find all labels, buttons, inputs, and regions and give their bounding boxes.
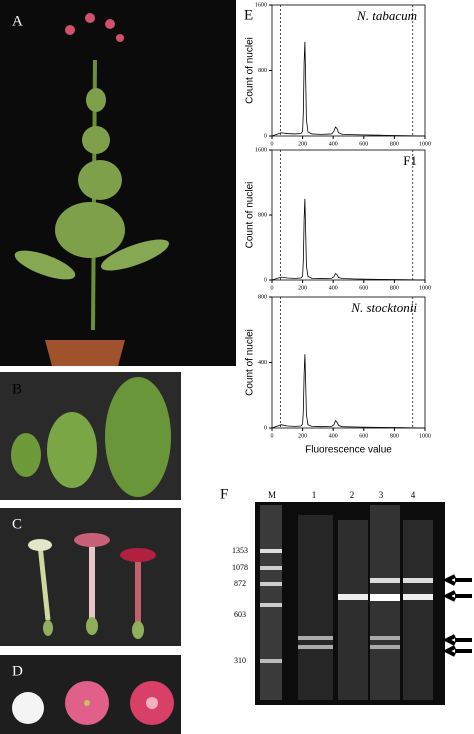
plot-frame xyxy=(271,149,426,281)
x-tick-label: 200 xyxy=(298,433,307,439)
x-tick-label: 0 xyxy=(271,141,274,147)
chart-title: N. tabacum xyxy=(356,8,417,23)
y-tick-label: 0 xyxy=(264,425,267,431)
x-tick-label: 0 xyxy=(271,285,274,291)
x-tick-label: 1000 xyxy=(419,433,431,439)
chart-title: F1 xyxy=(403,153,417,168)
x-tick-label: 800 xyxy=(390,285,399,291)
x-tick-label: 800 xyxy=(390,141,399,147)
y-tick-label: 800 xyxy=(258,212,267,218)
x-tick-label: 800 xyxy=(390,433,399,439)
y-tick-label: 0 xyxy=(264,133,267,139)
x-tick-label: 200 xyxy=(298,141,307,147)
leaves-photo xyxy=(0,372,181,500)
panel-label: E xyxy=(244,7,253,23)
y-tick-label: 1600 xyxy=(255,2,267,8)
panel-label: B xyxy=(12,381,22,397)
panel-label: A xyxy=(12,13,23,29)
panel-label: D xyxy=(12,663,23,679)
x-tick-label: 400 xyxy=(329,433,338,439)
y-tick-label: 0 xyxy=(264,277,267,283)
flowers-front-photo xyxy=(0,655,181,734)
lane-label: 2 xyxy=(350,490,355,500)
histogram-line xyxy=(271,41,426,137)
x-tick-label: 400 xyxy=(329,141,338,147)
plant-photo xyxy=(0,0,236,366)
x-tick-label: 200 xyxy=(298,285,307,291)
size-label: 872 xyxy=(234,579,246,588)
x-tick-label: 600 xyxy=(359,141,368,147)
size-label: 603 xyxy=(234,610,246,619)
x-tick-label: 400 xyxy=(329,285,338,291)
x-axis-label: Fluorescence value xyxy=(305,445,392,456)
x-tick-label: 600 xyxy=(359,285,368,291)
y-tick-label: 800 xyxy=(258,68,267,74)
size-label: 310 xyxy=(234,656,246,665)
y-axis-label: Count of nuclei xyxy=(245,329,256,396)
histogram-line xyxy=(271,198,426,281)
gel-image xyxy=(255,502,472,705)
lane-label: 4 xyxy=(411,490,416,500)
histogram-line xyxy=(271,354,426,429)
lane-label: 1 xyxy=(312,490,317,500)
y-tick-label: 800 xyxy=(258,294,267,300)
panel-label: F xyxy=(220,486,228,502)
y-axis-label: Count of nuclei xyxy=(245,37,256,104)
x-tick-label: 0 xyxy=(271,433,274,439)
plot-frame xyxy=(271,4,426,137)
size-label: 1353 xyxy=(232,546,248,555)
y-tick-label: 400 xyxy=(258,360,267,366)
x-tick-label: 1000 xyxy=(419,285,431,291)
y-tick-label: 1600 xyxy=(255,147,267,153)
x-tick-label: 600 xyxy=(359,433,368,439)
size-label: 1078 xyxy=(232,563,248,572)
y-axis-label: Count of nuclei xyxy=(245,182,256,249)
panel-label: C xyxy=(12,516,22,532)
x-tick-label: 1000 xyxy=(419,141,431,147)
lane-label: M xyxy=(268,490,276,500)
flowers-photo xyxy=(0,508,181,646)
lane-label: 3 xyxy=(379,490,384,500)
chart-title: N. stocktonii xyxy=(350,300,417,315)
plot-frame xyxy=(271,296,426,429)
